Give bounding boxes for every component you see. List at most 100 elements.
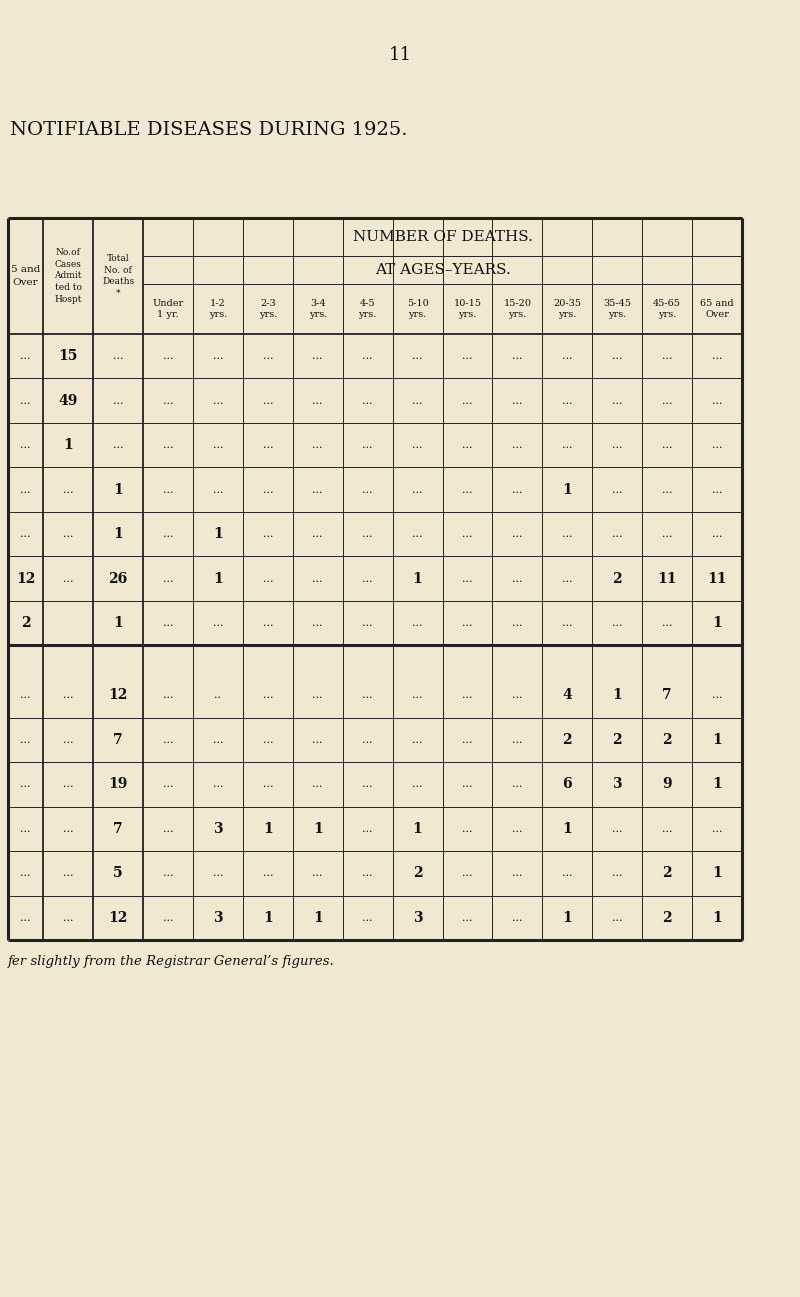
Text: ...: ... [20,351,31,362]
Text: NOTIFIABLE DISEASES DURING 1925.: NOTIFIABLE DISEASES DURING 1925. [10,121,407,139]
Text: ...: ... [362,779,373,790]
Text: ...: ... [512,529,522,540]
Text: 1: 1 [712,910,722,925]
Text: ...: ... [462,440,473,450]
Text: 1: 1 [313,822,322,835]
Text: ...: ... [662,485,672,494]
Text: ...: ... [213,396,223,406]
Text: ...: ... [662,396,672,406]
Text: ...: ... [113,396,123,406]
Text: 1: 1 [712,616,722,630]
Text: ...: ... [362,440,373,450]
Text: 15: 15 [58,349,78,363]
Text: 3: 3 [213,822,222,835]
Text: ...: ... [462,396,473,406]
Text: ...: ... [313,690,323,700]
Text: ...: ... [612,351,622,362]
Text: 1-2
yrs.: 1-2 yrs. [209,298,227,319]
Text: 1: 1 [712,733,722,747]
Text: ...: ... [462,351,473,362]
Text: ...: ... [313,440,323,450]
Text: ...: ... [412,619,423,628]
Text: 1: 1 [63,438,73,453]
Text: ...: ... [512,573,522,584]
Text: No.of
Cases
Admit
ted to
Hospt: No.of Cases Admit ted to Hospt [54,248,82,303]
Text: ...: ... [412,779,423,790]
Text: 2: 2 [21,616,30,630]
Text: ...: ... [412,690,423,700]
Text: ...: ... [162,440,174,450]
Text: ...: ... [462,690,473,700]
Text: 4-5
yrs.: 4-5 yrs. [358,298,377,319]
Text: ...: ... [262,690,273,700]
Text: 9: 9 [662,777,672,791]
Text: ...: ... [462,485,473,494]
Text: ...: ... [20,913,31,922]
Text: 2: 2 [562,733,572,747]
Text: ...: ... [63,485,74,494]
Text: ...: ... [213,351,223,362]
Text: 45-65
yrs.: 45-65 yrs. [653,298,681,319]
Text: ...: ... [213,619,223,628]
Text: 12: 12 [109,689,128,703]
Text: ...: ... [362,690,373,700]
Text: ...: ... [362,913,373,922]
Text: ...: ... [313,485,323,494]
Text: ...: ... [63,913,74,922]
Text: 1: 1 [263,822,273,835]
Text: ...: ... [712,485,722,494]
Text: ...: ... [362,351,373,362]
Text: ...: ... [362,485,373,494]
Text: ...: ... [412,529,423,540]
Text: ...: ... [612,485,622,494]
Text: ...: ... [262,529,273,540]
Text: ...: ... [462,913,473,922]
Text: 2: 2 [413,866,422,881]
Text: ...: ... [213,485,223,494]
Text: Under
1 yr.: Under 1 yr. [152,298,184,319]
Text: ...: ... [20,735,31,744]
Text: 11: 11 [658,572,677,586]
Text: 1: 1 [562,482,572,497]
Text: 15-20
yrs.: 15-20 yrs. [503,298,531,319]
Text: ...: ... [512,690,522,700]
Text: ...: ... [162,868,174,878]
Text: ...: ... [562,868,573,878]
Text: ...: ... [462,779,473,790]
Text: ...: ... [162,529,174,540]
Text: 26: 26 [109,572,128,586]
Text: ...: ... [313,619,323,628]
Text: ...: ... [412,351,423,362]
Text: ...: ... [262,485,273,494]
Text: ...: ... [512,735,522,744]
Text: 3: 3 [413,910,422,925]
Text: 3: 3 [213,910,222,925]
Text: ...: ... [512,913,522,922]
Text: ...: ... [512,396,522,406]
Text: ...: ... [20,779,31,790]
Text: 5-10
yrs.: 5-10 yrs. [406,298,429,319]
Text: ...: ... [712,824,722,834]
Text: ...: ... [412,396,423,406]
Text: ...: ... [462,824,473,834]
Text: ...: ... [162,690,174,700]
Text: 1: 1 [114,527,123,541]
Text: ...: ... [113,351,123,362]
Text: 2: 2 [662,910,672,925]
Text: 5 and
Over: 5 and Over [11,266,40,287]
Text: ...: ... [262,779,273,790]
Text: ...: ... [712,529,722,540]
Text: 1: 1 [114,482,123,497]
Text: ...: ... [712,396,722,406]
Text: 4: 4 [562,689,572,703]
Text: AT AGES–YEARS.: AT AGES–YEARS. [374,263,510,278]
Text: 2: 2 [662,866,672,881]
Text: ...: ... [362,868,373,878]
Text: ...: ... [20,440,31,450]
Text: ...: ... [313,351,323,362]
Text: 1: 1 [313,910,322,925]
Text: ...: ... [662,351,672,362]
Text: 20-35
yrs.: 20-35 yrs. [554,298,582,319]
Text: 19: 19 [109,777,128,791]
Text: ...: ... [562,440,573,450]
